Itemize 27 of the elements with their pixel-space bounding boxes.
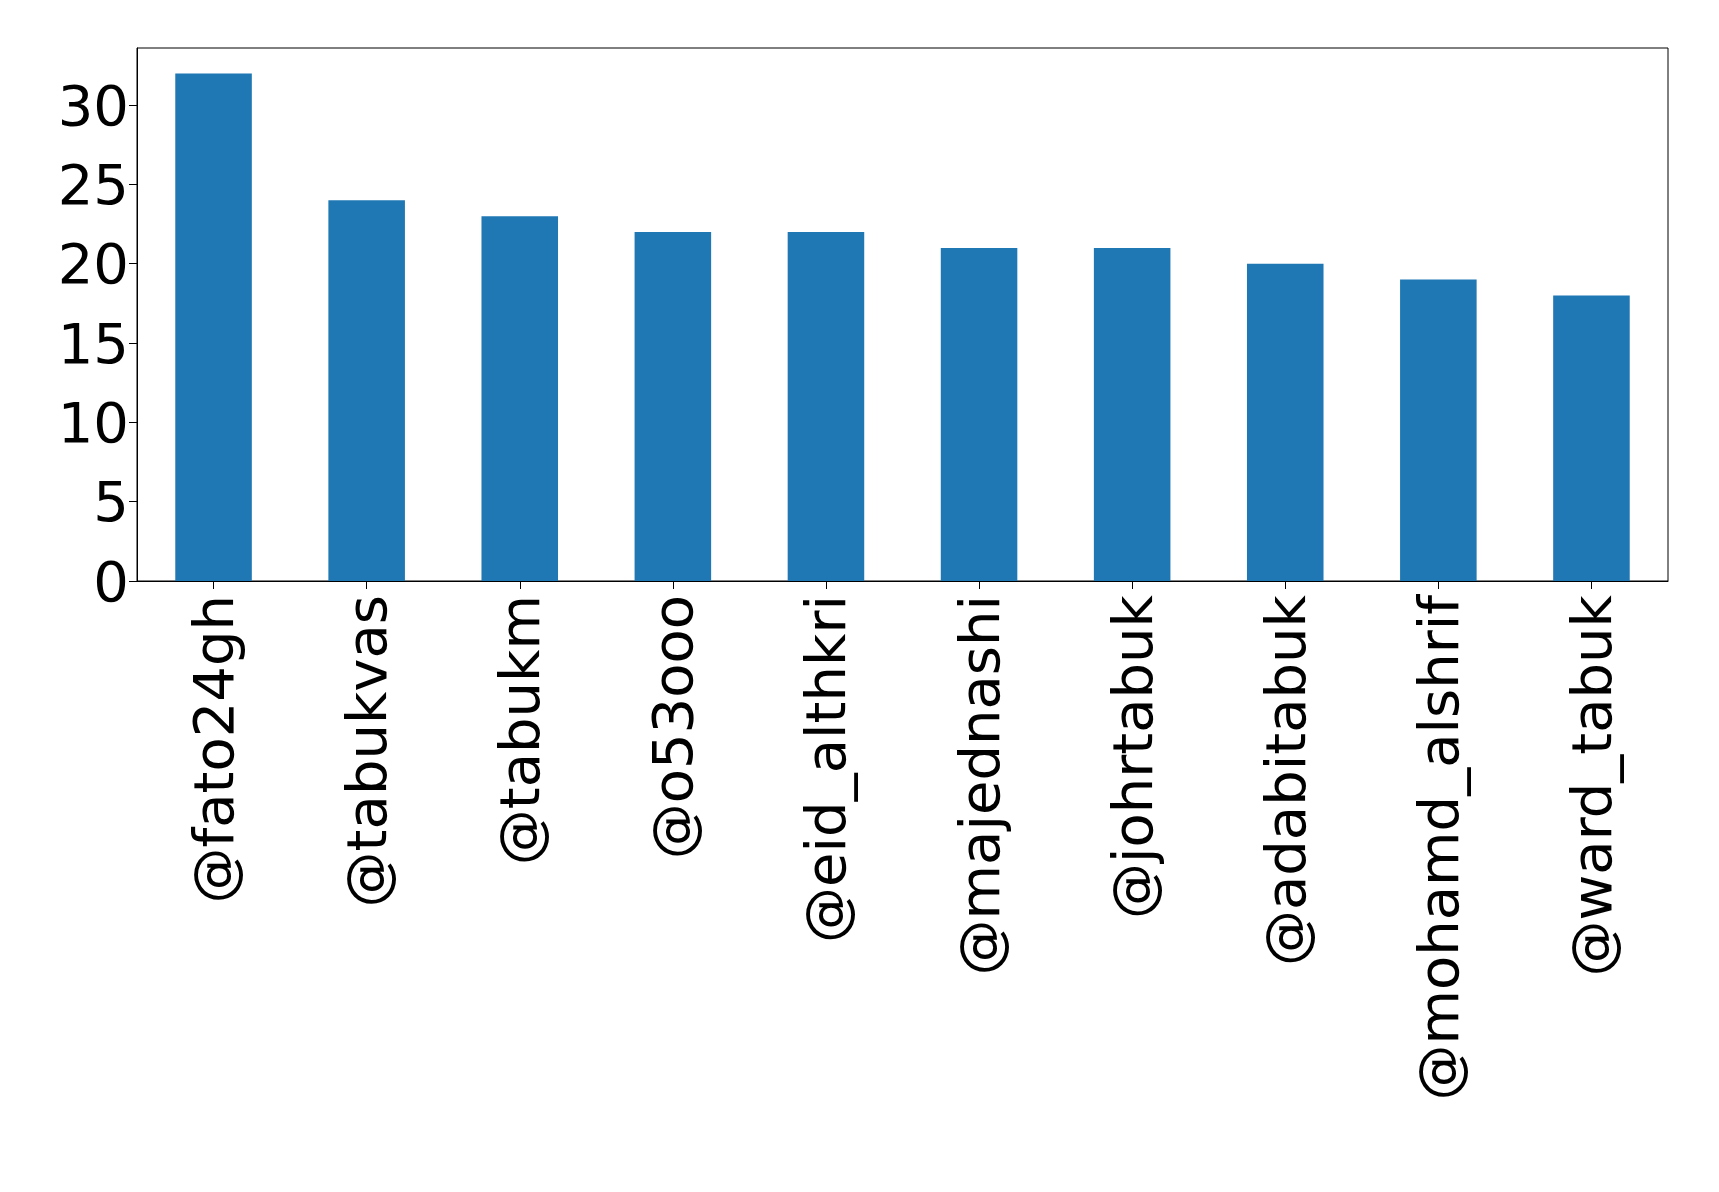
bar [634,232,712,581]
bar [328,200,405,581]
bar [1093,247,1171,581]
x-tick-label: @mohamd_alshrif [1405,593,1471,1101]
bar [175,73,252,581]
x-tick-label: @fato24gh [181,595,247,904]
bar [1400,279,1477,581]
bar [481,216,559,581]
x-tick-label: @ward_tabuk [1558,594,1624,977]
y-tick-label: 15 [57,310,129,376]
bar [1553,295,1630,581]
y-tick-label: 20 [57,231,129,297]
y-tick-label: 5 [93,469,129,535]
x-tick-label: @tabukvas [334,595,400,908]
bar [1246,263,1324,581]
x-tick-label: @o53ooo [640,595,706,860]
x-tick-label: @tabukm [487,595,553,866]
y-tick-label: 10 [57,389,129,455]
bar [940,247,1018,581]
x-tick-label: @majednashi [946,595,1012,976]
x-tick-label: @eid_althkri [793,595,859,943]
y-tick-label: 30 [57,72,129,138]
bar [787,232,865,581]
x-tick-label: @johrtabuk [1099,594,1165,920]
y-tick-label: 25 [57,151,129,217]
x-tick-label: @adabitabuk [1252,594,1318,967]
y-tick-label: 0 [93,548,129,614]
